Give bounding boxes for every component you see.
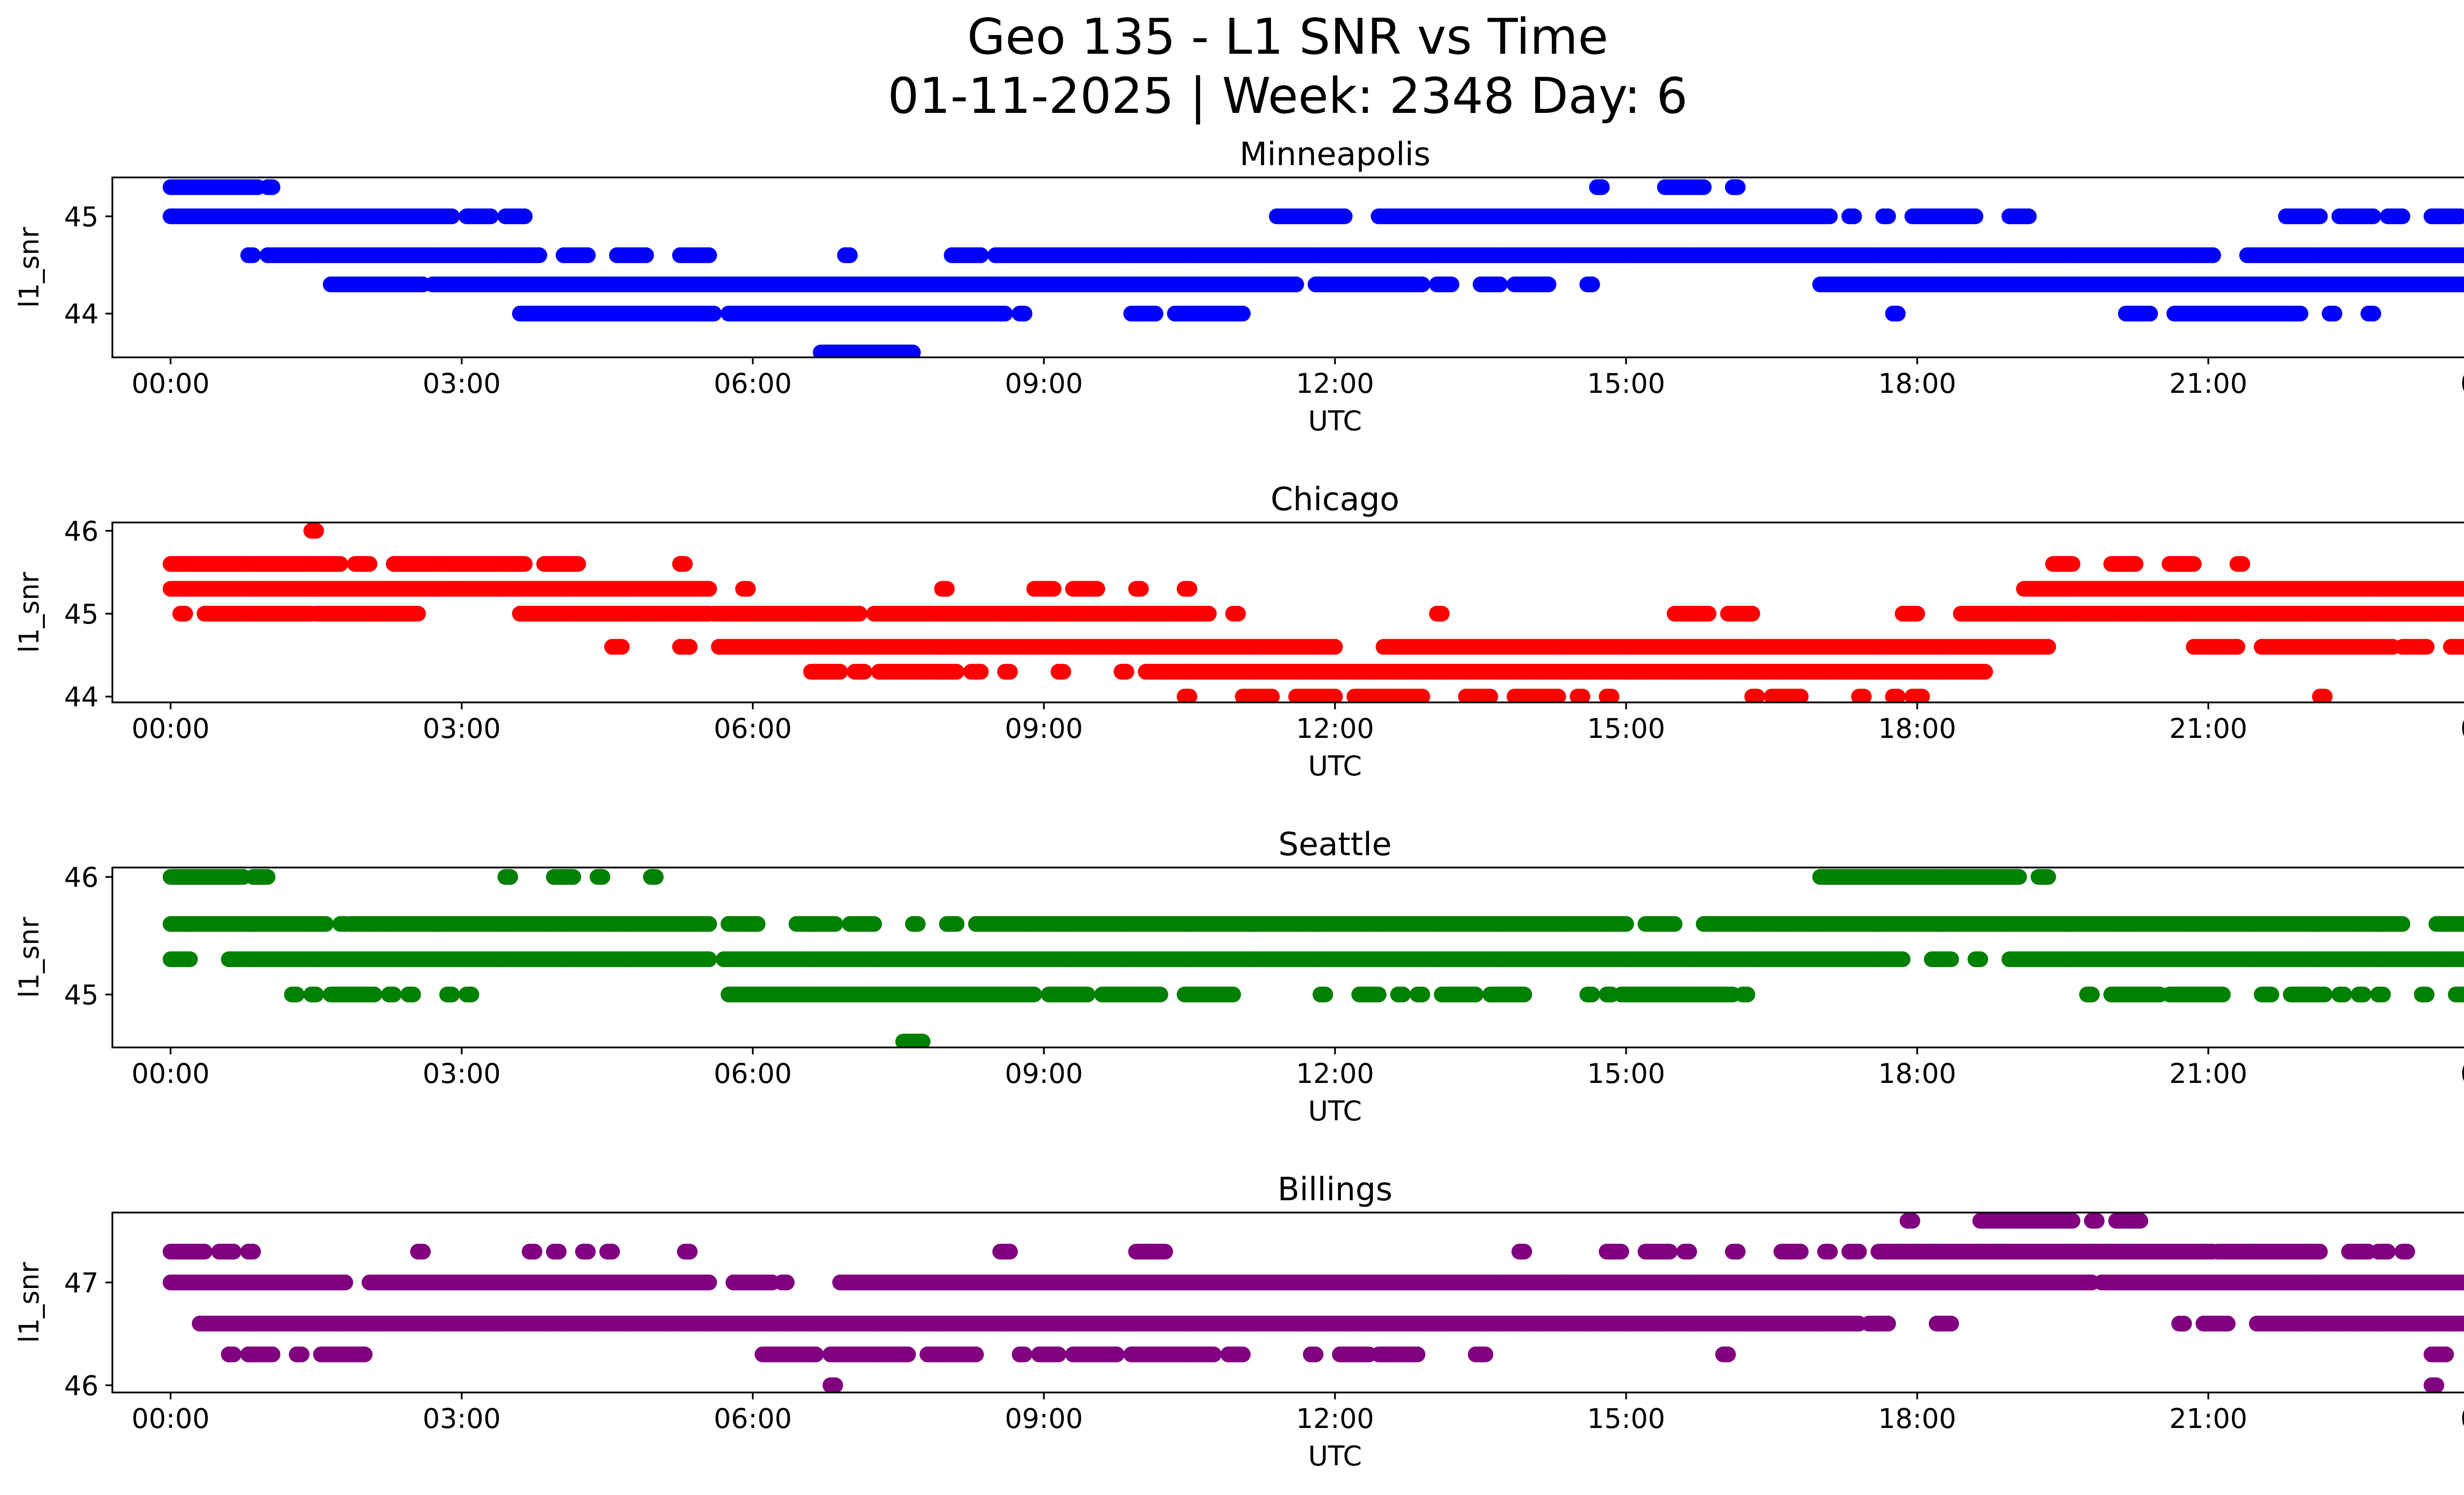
- data-point: [1890, 306, 1906, 322]
- data-point: [2142, 306, 2158, 322]
- data-point: [2365, 208, 2381, 224]
- data-point: [1967, 208, 1984, 224]
- data-point: [638, 247, 654, 263]
- data-point: [842, 247, 858, 263]
- data-point: [1089, 581, 1105, 597]
- data-point: [1147, 306, 1164, 322]
- x-tick-label: 03:00: [423, 368, 501, 399]
- data-point: [2462, 279, 2464, 289]
- data-point: [1336, 208, 1353, 224]
- x-axis-label: UTC: [1308, 405, 1362, 437]
- data-point: [706, 306, 722, 322]
- data-point: [2395, 208, 2410, 224]
- data-point: [1846, 208, 1862, 224]
- data-point: [516, 208, 533, 224]
- data-point: [1584, 277, 1600, 292]
- axes-frame: [111, 176, 2464, 358]
- panel-minneapolis: Minneapolis 00:00 03:00 06:00 09:00 12:00 15:0…: [13, 136, 2464, 437]
- data-point: [2327, 306, 2343, 322]
- data-point: [264, 179, 280, 195]
- x-tick-label: 15:00: [1587, 368, 1665, 399]
- data-point: [531, 247, 548, 263]
- x-tick-label: 21:00: [2169, 368, 2248, 399]
- data-point: [332, 556, 348, 572]
- data-point: [2064, 556, 2081, 572]
- data-point: [308, 522, 324, 539]
- panel-title: Minneapolis: [1239, 136, 1430, 173]
- x-tick-label: 18:00: [1878, 368, 1956, 399]
- data-point: [1594, 179, 1610, 195]
- y-tick-label: 45: [64, 201, 99, 233]
- data-point: [1696, 179, 1712, 195]
- data-point: [2293, 306, 2309, 322]
- data-point: [2453, 208, 2464, 224]
- data-point: [570, 556, 586, 572]
- figure-title-line2: 01-11-2025 | Week: 2348 Day: 6: [888, 67, 1688, 125]
- data-points: [163, 179, 2464, 357]
- x-tick-label: 00:00: [132, 368, 210, 399]
- data-point: [2127, 556, 2144, 572]
- data-point: [2462, 250, 2464, 260]
- data-point: [482, 208, 499, 224]
- data-point: [2312, 208, 2328, 224]
- data-point: [1133, 581, 1149, 597]
- data-point: [1414, 277, 1431, 292]
- data-point: [1540, 277, 1557, 292]
- data-point: [939, 581, 955, 597]
- data-point: [580, 247, 596, 263]
- data-point: [905, 345, 921, 357]
- data-point: [1443, 277, 1460, 292]
- data-point: [1880, 208, 1896, 224]
- data-point: [2205, 247, 2221, 263]
- data-point: [973, 247, 989, 263]
- x-tick-label: 00:00: [2461, 368, 2464, 399]
- data-point: [997, 306, 1013, 322]
- data-point: [2234, 556, 2251, 572]
- data-point: [516, 556, 533, 572]
- x-tick-label: 06:00: [714, 368, 792, 399]
- data-point: [1492, 277, 1508, 292]
- data-point: [1016, 306, 1032, 322]
- x-tick-label: 09:00: [1005, 368, 1083, 399]
- data-point: [2020, 208, 2037, 224]
- data-point: [1046, 581, 1061, 597]
- data-point: [410, 606, 426, 622]
- data-point: [177, 606, 193, 622]
- data-point: [2365, 306, 2381, 322]
- data-point: [852, 606, 868, 622]
- data-point: [2186, 556, 2202, 572]
- data-point: [361, 556, 377, 572]
- figure-title: Geo 135 - L1 SNR vs Time 01-11-2025 | We…: [0, 7, 2464, 126]
- data-point: [1234, 306, 1251, 322]
- data-point: [1288, 277, 1304, 292]
- data-point: [701, 581, 717, 597]
- data-point: [444, 208, 460, 224]
- data-point: [2462, 584, 2464, 594]
- data-points: [163, 522, 2464, 702]
- y-axis-label: l1_snr: [13, 227, 45, 308]
- data-point: [1730, 179, 1746, 195]
- data-point: [677, 556, 693, 572]
- panel-title: Chicago: [1270, 481, 1399, 518]
- data-point: [701, 247, 717, 263]
- data-point: [245, 247, 261, 263]
- figure-title-line1: Geo 135 - L1 SNR vs Time: [967, 8, 1608, 66]
- x-tick-label: 12:00: [1296, 368, 1374, 399]
- y-tick-label: 44: [64, 298, 99, 330]
- data-point: [1181, 581, 1198, 597]
- data-point: [1822, 208, 1838, 224]
- data-point: [740, 581, 756, 597]
